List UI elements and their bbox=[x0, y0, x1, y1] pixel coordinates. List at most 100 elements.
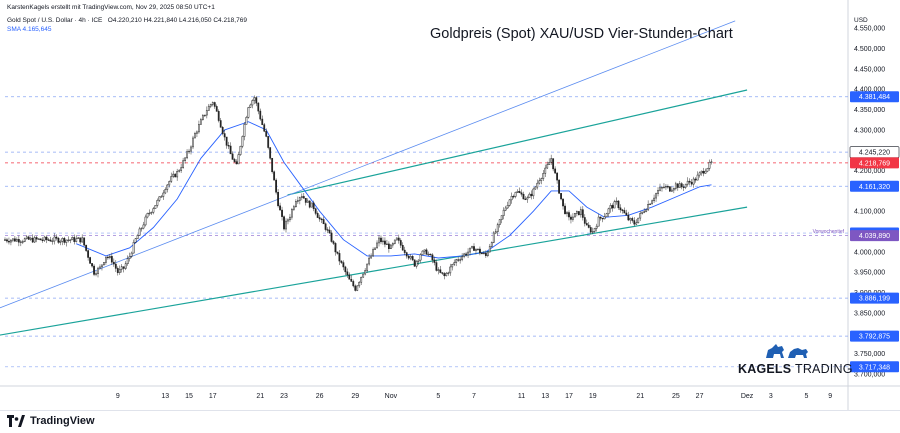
trendline-upper-channel[interactable] bbox=[287, 89, 748, 196]
candle bbox=[423, 249, 426, 252]
candle bbox=[692, 178, 695, 185]
x-tick-label: 7 bbox=[472, 393, 476, 400]
candle bbox=[116, 268, 119, 273]
candle bbox=[560, 193, 562, 200]
candle bbox=[350, 279, 353, 282]
candle bbox=[415, 261, 418, 267]
price-level-box bbox=[850, 157, 899, 169]
candle bbox=[338, 253, 341, 262]
candle bbox=[225, 136, 228, 146]
candle bbox=[142, 224, 145, 229]
candle bbox=[482, 252, 485, 255]
x-tick-label: 5 bbox=[436, 393, 440, 400]
candle bbox=[112, 261, 115, 265]
candle bbox=[439, 269, 442, 273]
candle bbox=[674, 183, 677, 189]
candle bbox=[684, 183, 687, 188]
candle bbox=[441, 272, 444, 274]
chart-title: Goldpreis (Spot) XAU/USD Vier-Stunden-Ch… bbox=[430, 26, 733, 42]
candle bbox=[89, 257, 91, 264]
candle bbox=[651, 200, 653, 205]
candle bbox=[57, 238, 60, 243]
candle bbox=[429, 253, 432, 256]
candle bbox=[223, 133, 226, 138]
candle bbox=[93, 265, 95, 275]
candle bbox=[572, 216, 574, 220]
candle bbox=[300, 196, 303, 198]
candle bbox=[25, 236, 28, 239]
candle bbox=[302, 196, 305, 199]
x-tick-label: 13 bbox=[161, 393, 169, 400]
candle bbox=[405, 252, 408, 257]
x-tick-label: 5 bbox=[804, 393, 808, 400]
candle bbox=[528, 193, 531, 198]
brand-logo: KAGELS TRADING bbox=[738, 340, 852, 378]
candle bbox=[97, 267, 99, 274]
candle bbox=[706, 168, 709, 172]
candle bbox=[174, 173, 177, 178]
candle bbox=[453, 262, 456, 265]
candle bbox=[237, 154, 240, 165]
sma-line bbox=[76, 121, 712, 259]
candle bbox=[562, 198, 564, 207]
candle bbox=[558, 179, 560, 194]
symbol-line: Gold Spot / U.S. Dollar · 4h · ICE O4.22… bbox=[7, 17, 247, 24]
candle bbox=[370, 255, 372, 259]
y-tick-label: 4.100,000 bbox=[854, 209, 885, 216]
candle bbox=[257, 102, 260, 112]
ohlc-values: O4.220,210 H4.221,840 L4.216,050 C4.218,… bbox=[107, 17, 247, 24]
x-tick-label: 15 bbox=[185, 393, 193, 400]
candle bbox=[449, 266, 452, 274]
x-tick-label: 17 bbox=[209, 393, 217, 400]
candle bbox=[409, 256, 412, 259]
candle bbox=[150, 211, 153, 214]
price-chart[interactable]: Vorwochentief USD 4.550,000 4.500,000 4.450… bbox=[0, 0, 900, 410]
candle bbox=[23, 238, 26, 242]
candle bbox=[447, 272, 450, 274]
tradingview-logo[interactable]: TradingView bbox=[7, 415, 95, 427]
candle bbox=[265, 130, 268, 137]
candle bbox=[154, 205, 157, 209]
candle bbox=[170, 176, 173, 182]
candle bbox=[615, 200, 618, 203]
candle bbox=[114, 263, 117, 269]
candle bbox=[180, 167, 183, 171]
candle bbox=[496, 224, 499, 232]
candle bbox=[577, 211, 580, 216]
footer: TradingView bbox=[0, 410, 900, 433]
y-tick-label: 4.300,000 bbox=[854, 127, 885, 134]
candle bbox=[334, 243, 337, 253]
candle bbox=[162, 192, 165, 197]
candle bbox=[245, 117, 248, 125]
candle bbox=[346, 271, 349, 276]
candle bbox=[328, 229, 331, 234]
candle bbox=[138, 228, 141, 236]
brand-name-bold: KAGELS bbox=[738, 362, 792, 376]
candle bbox=[532, 188, 535, 197]
trendline-lower-channel[interactable] bbox=[0, 206, 748, 337]
candle bbox=[611, 205, 614, 209]
candle bbox=[570, 216, 572, 220]
candle bbox=[13, 238, 16, 242]
candle bbox=[411, 256, 414, 261]
candle bbox=[479, 248, 481, 254]
y-tick-label: 3.750,000 bbox=[854, 351, 885, 358]
candle bbox=[376, 242, 378, 249]
price-level-note: Vorwochentief bbox=[813, 229, 845, 235]
y-tick-label: 4.500,000 bbox=[854, 46, 885, 53]
candle bbox=[55, 236, 58, 239]
candle bbox=[386, 243, 388, 245]
candle bbox=[118, 268, 121, 273]
candle bbox=[35, 237, 38, 240]
candle bbox=[259, 110, 262, 120]
price-level-box bbox=[850, 180, 899, 192]
candle bbox=[696, 174, 699, 181]
x-tick-label: 9 bbox=[828, 393, 832, 400]
candle bbox=[130, 252, 133, 257]
candle bbox=[194, 133, 196, 139]
candle bbox=[267, 136, 270, 148]
grid bbox=[0, 0, 900, 410]
price-levels: Vorwochentief bbox=[5, 96, 848, 368]
candle bbox=[625, 212, 628, 216]
